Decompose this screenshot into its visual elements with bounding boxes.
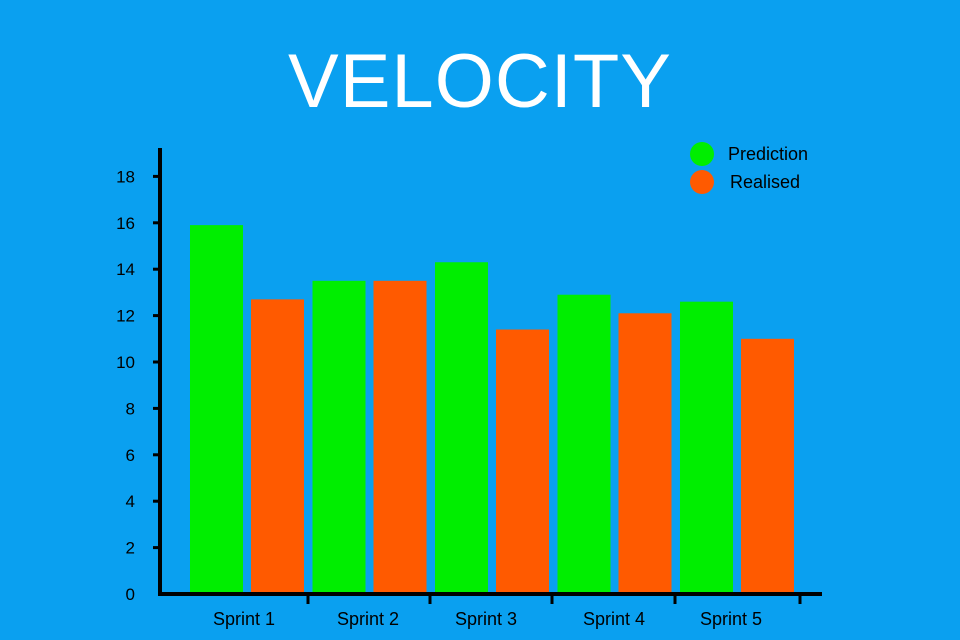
y-tick-label: 6 <box>126 446 135 465</box>
x-category-label: Sprint 4 <box>583 609 645 629</box>
bar-prediction-1 <box>190 225 243 594</box>
bars-layer <box>190 225 794 594</box>
y-tick-label: 18 <box>116 167 135 186</box>
y-tick-label: 12 <box>116 307 135 326</box>
y-tick-label: 4 <box>126 492 135 511</box>
x-category-label: Sprint 2 <box>337 609 399 629</box>
x-category-label: Sprint 3 <box>455 609 517 629</box>
y-tick-label: 2 <box>126 539 135 558</box>
y-tick-label: 8 <box>126 399 135 418</box>
bar-realised-5 <box>741 338 794 594</box>
bar-realised-2 <box>373 280 427 594</box>
bar-prediction-3 <box>435 262 488 594</box>
legend-label-prediction: Prediction <box>728 143 809 164</box>
y-tick-label: 14 <box>116 260 135 279</box>
x-category-label: Sprint 1 <box>213 609 275 629</box>
bar-realised-3 <box>496 329 549 594</box>
legend-item-prediction: Prediction <box>690 140 808 168</box>
legend-swatch-realised <box>690 170 714 194</box>
y-tick-label: 16 <box>116 214 135 233</box>
y-tick-label: 10 <box>116 353 135 372</box>
legend-item-realised: Realised <box>690 168 808 196</box>
bar-prediction-5 <box>680 301 733 594</box>
legend-label-realised: Realised <box>730 171 801 192</box>
bar-realised-4 <box>618 313 672 594</box>
legend: Prediction Realised <box>690 140 808 196</box>
ticks-layer: 0 2 4 6 8 10 12 14 16 18 Sprint 1 Sprint 2 Sprint 3 S… <box>116 167 802 629</box>
bar-prediction-4 <box>557 294 611 594</box>
y-tick-label: 0 <box>126 585 135 604</box>
bar-prediction-2 <box>312 280 366 594</box>
bar-realised-1 <box>251 299 304 594</box>
chart-title: VELOCITY <box>288 39 672 124</box>
legend-swatch-prediction <box>690 142 714 166</box>
x-category-label: Sprint 5 <box>700 609 762 629</box>
